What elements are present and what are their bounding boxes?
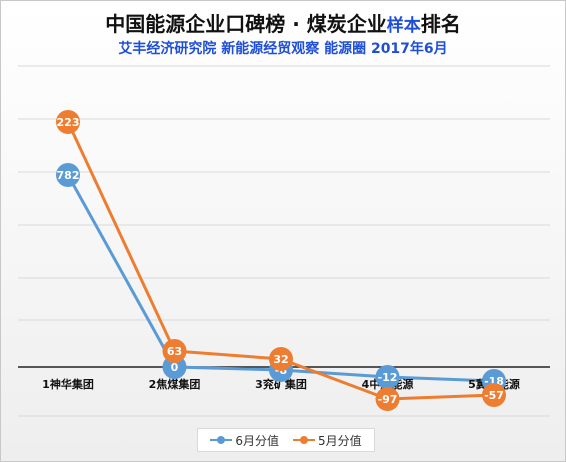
- legend-item-june: 6月分值: [210, 432, 279, 449]
- chart-subtitle: 艾丰经济研究院 新能源经贸观察 能源圈 2017年6月: [118, 41, 448, 57]
- data-point: [56, 110, 80, 134]
- legend-swatch-may: [293, 435, 315, 445]
- legend-swatch-june: [210, 435, 233, 445]
- x-tick-label: 3兖矿集团: [255, 377, 307, 391]
- data-point: [482, 383, 506, 407]
- x-tick-label: 2焦煤集团: [149, 377, 201, 391]
- data-point: [375, 365, 400, 389]
- data-label: 0: [171, 361, 179, 374]
- legend-item-may: 5月分值: [293, 432, 362, 449]
- chart-title-tail: 排名: [420, 12, 461, 36]
- chart-title: 中国能源企业口碑榜 · 煤炭企业样本排名: [0, 8, 566, 37]
- chart-title-main: 中国能源企业口碑榜 · 煤炭企业: [105, 12, 387, 36]
- data-point: [269, 347, 293, 371]
- data-point: [56, 163, 80, 187]
- data-label: 223: [57, 116, 80, 129]
- data-point: [375, 387, 400, 411]
- data-label: 782: [57, 169, 80, 182]
- chart-legend: 6月分值 5月分值: [197, 428, 375, 452]
- legend-label-may: 5月分值: [318, 433, 362, 448]
- data-label: -12: [378, 371, 398, 384]
- legend-label-june: 6月分值: [235, 433, 279, 448]
- data-label: 63: [167, 345, 182, 358]
- data-label: -97: [378, 393, 398, 406]
- data-label: 32: [273, 353, 288, 366]
- data-label: -57: [484, 389, 504, 402]
- chart-title-highlight: 样本: [386, 16, 421, 36]
- x-tick-label: 1神华集团: [42, 377, 94, 391]
- data-point: [162, 339, 187, 363]
